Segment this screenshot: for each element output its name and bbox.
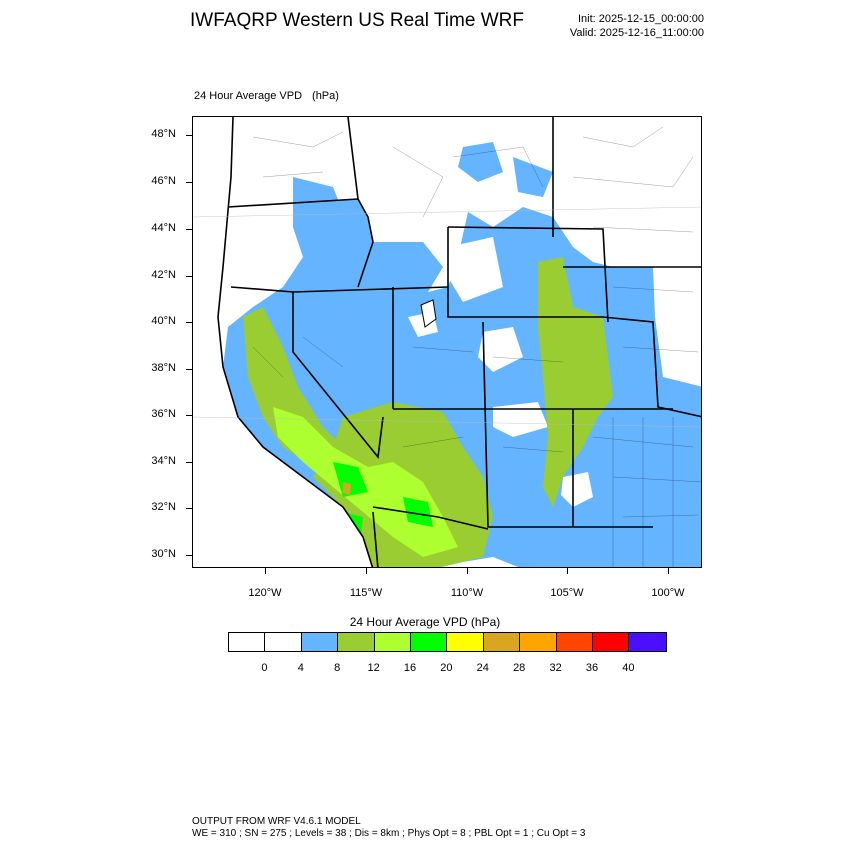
colorbar-level-label: 28: [513, 662, 526, 674]
colorbar-cell: [629, 633, 666, 651]
colorbar-level-label: 32: [549, 662, 562, 674]
lon-tick: [467, 568, 468, 574]
great-salt-lake: [420, 299, 437, 328]
lat-label: 38°N: [151, 362, 176, 374]
vpd-region-16-20-a: [333, 462, 368, 497]
lat-label: 40°N: [151, 315, 176, 327]
lat-label: 36°N: [151, 408, 176, 420]
lat-label: 42°N: [151, 269, 176, 281]
colorbar-level-label: 40: [622, 662, 635, 674]
state-borders: [217, 117, 701, 567]
lat-label: 46°N: [151, 175, 176, 187]
colorbar-cell: [338, 633, 375, 651]
plot-variable-label: 24 Hour Average VPD (hPa): [194, 90, 349, 102]
lat-tick: [186, 135, 192, 136]
colorbar-cell: [229, 633, 266, 651]
lat-label: 44°N: [151, 222, 176, 234]
vpd-gap-colorado: [478, 327, 523, 372]
colorbar-level-label: 36: [585, 662, 599, 674]
vpd-gap-wyoming: [448, 237, 503, 302]
lon-label: 120°W: [248, 587, 282, 599]
model-info-line2: WE = 310 ; SN = 275 ; Levels = 38 ; Dis …: [192, 828, 586, 839]
lon-tick: [567, 568, 568, 574]
colorbar-level-label: 12: [367, 662, 380, 674]
lon-tick: [668, 568, 669, 574]
colorbar-cell: [410, 633, 448, 651]
lat-tick: [186, 182, 192, 183]
lat-label: 30°N: [151, 548, 176, 560]
vpd-patch-north-1: [293, 177, 343, 217]
county-borders: [252, 126, 701, 567]
model-info-line1: OUTPUT FROM WRF V4.6.1 MODEL: [192, 816, 361, 827]
lon-tick: [366, 568, 367, 574]
colorbar: [228, 632, 667, 652]
lat-label: 48°N: [151, 128, 176, 140]
lat-tick: [186, 462, 192, 463]
pacific-ocean-area: [193, 117, 373, 567]
colorbar-title: 24 Hour Average VPD (hPa): [349, 615, 501, 629]
lat-tick: [186, 229, 192, 230]
lat-tick: [186, 555, 192, 556]
colorbar-level-label: 16: [403, 662, 417, 674]
lon-tick: [265, 568, 266, 574]
colorbar-cell: [483, 633, 521, 651]
colorbar-cell: [374, 633, 411, 651]
colorbar-cell: [447, 633, 484, 651]
variable-units: (hPa): [312, 90, 339, 102]
init-time: Init: 2025-12-15_00:00:00: [578, 13, 704, 25]
colorbar-cell: [520, 633, 557, 651]
lon-label: 100°W: [651, 587, 685, 599]
graticule: [193, 206, 701, 428]
colorbar-level-label: 24: [476, 662, 489, 674]
lat-tick: [186, 322, 192, 323]
valid-time: Valid: 2025-12-16_11:00:00: [569, 27, 704, 39]
lat-tick: [186, 415, 192, 416]
lon-label: 105°W: [550, 587, 584, 599]
vpd-region-16-20-b: [403, 497, 433, 527]
figure-title: IWFAQRP Western US Real Time WRF: [190, 10, 524, 31]
lon-label: 110°W: [450, 587, 484, 599]
lat-label: 34°N: [151, 455, 176, 467]
lat-tick: [186, 369, 192, 370]
colorbar-level-label: 4: [297, 662, 304, 674]
vpd-region-8-12-california: [243, 307, 343, 467]
colorbar-level-label: 8: [334, 662, 341, 674]
colorbar-cell: [265, 633, 302, 651]
vpd-map-canvas: [193, 117, 701, 567]
lat-tick: [186, 276, 192, 277]
vpd-patch-north-2: [458, 142, 503, 182]
vpd-gap-texas: [561, 472, 593, 507]
vpd-region-8-12-plains: [538, 257, 613, 507]
vpd-map: [192, 116, 702, 568]
vpd-region-24-28: [343, 482, 351, 495]
variable-name: 24 Hour Average VPD: [194, 90, 303, 102]
lat-tick: [186, 508, 192, 509]
lon-label: 115°W: [349, 587, 383, 599]
colorbar-cell: [592, 633, 630, 651]
lat-label: 32°N: [151, 501, 176, 513]
colorbar-cell: [301, 633, 339, 651]
colorbar-level-label: 0: [261, 662, 268, 674]
colorbar-level-label: 20: [440, 662, 453, 674]
colorbar-cell: [556, 633, 593, 651]
vpd-gap-newmexico: [493, 402, 548, 437]
